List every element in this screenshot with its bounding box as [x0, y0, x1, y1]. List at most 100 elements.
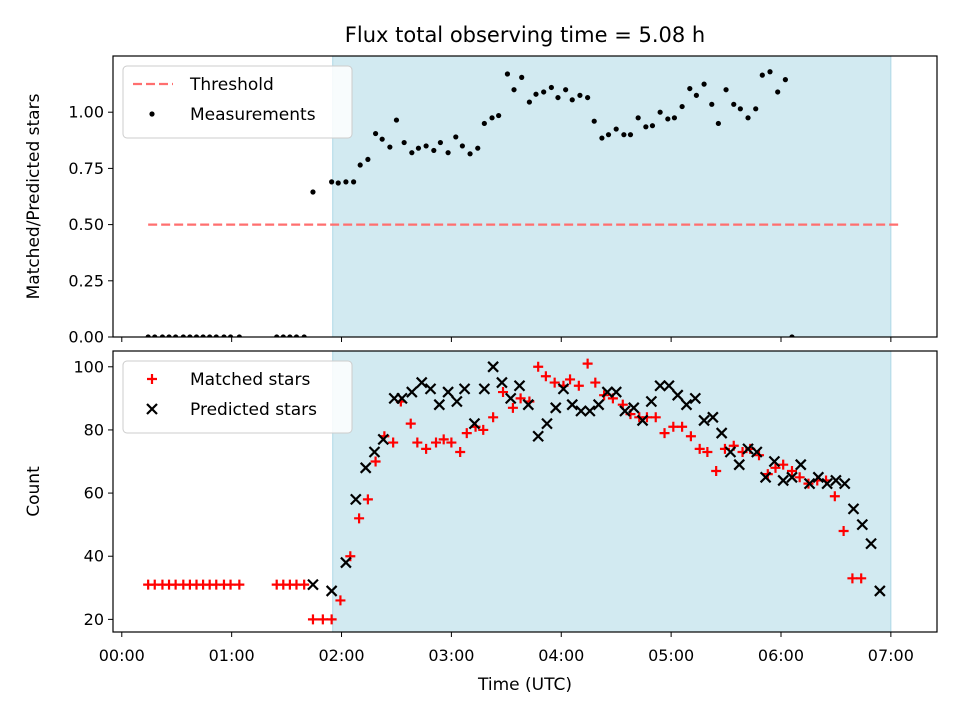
data-point: [515, 393, 526, 404]
y-tick-label: 100: [73, 357, 104, 376]
y-tick-label: 0.50: [68, 215, 104, 234]
data-point: [299, 579, 310, 590]
data-point: [715, 427, 728, 439]
data-point: [778, 459, 789, 470]
data-point: [221, 334, 227, 337]
data-point: [368, 446, 381, 458]
data-point: [335, 180, 341, 186]
data-point: [636, 414, 649, 427]
data-point: [489, 115, 495, 121]
observing-window-shade: [332, 350, 892, 633]
plot-area: [145, 69, 900, 337]
data-point: [478, 383, 491, 395]
data-point: [496, 376, 508, 389]
data-point: [445, 150, 451, 156]
data-point: [437, 139, 444, 146]
data-point: [723, 87, 729, 93]
data-point: [549, 377, 560, 388]
data-point: [709, 101, 715, 107]
legend-box: [122, 65, 353, 139]
data-point: [467, 151, 473, 157]
data-point: [519, 74, 525, 80]
data-point: [829, 491, 840, 502]
data-point: [433, 398, 446, 411]
data-point: [468, 417, 481, 430]
ratio-panel: 0.00 0.25 0.50 0.75 1.00 Matched/Predicted st…: [24, 55, 938, 347]
data-point: [405, 418, 416, 429]
data-point: [585, 94, 591, 101]
data-point: [377, 433, 390, 446]
data-point: [393, 117, 400, 123]
data-point: [777, 474, 789, 487]
data-point: [679, 103, 685, 110]
data-point: [351, 179, 357, 185]
data-point: [555, 94, 561, 101]
data-point: [782, 77, 788, 83]
data-point: [475, 145, 481, 151]
data-point: [388, 437, 399, 448]
data-point: [659, 428, 670, 439]
data-point: [650, 412, 661, 423]
data-point: [751, 446, 763, 458]
data-point: [541, 417, 553, 430]
data-point: [591, 118, 597, 124]
data-point: [533, 361, 544, 372]
data-point: [830, 474, 842, 487]
x-axis-label: Time (UTC): [477, 675, 572, 695]
data-point: [812, 471, 825, 484]
data-point: [461, 428, 472, 439]
data-point: [200, 334, 206, 337]
data-point: [671, 115, 678, 121]
data-point: [874, 585, 886, 597]
data-point: [343, 179, 349, 185]
data-point: [665, 116, 671, 122]
data-point: [293, 334, 300, 337]
data-point: [280, 334, 286, 337]
data-point: [446, 437, 457, 448]
data-point: [274, 334, 280, 337]
data-point: [362, 494, 373, 505]
data-point: [406, 386, 418, 398]
data-point: [438, 434, 449, 445]
data-point: [621, 132, 627, 138]
data-point: [533, 91, 539, 97]
data-point: [671, 389, 684, 401]
data-point: [775, 89, 781, 95]
data-point: [522, 398, 535, 411]
data-point: [193, 334, 200, 337]
data-point: [227, 334, 234, 337]
data-point: [412, 437, 423, 448]
data-point: [421, 443, 432, 454]
data-point: [365, 156, 371, 163]
data-point: [487, 361, 499, 373]
x-tick-label: 06:00: [758, 646, 804, 665]
data-point: [687, 85, 693, 92]
data-point: [759, 471, 772, 484]
data-point: [715, 120, 721, 127]
data-point: [601, 386, 614, 398]
data-point: [173, 334, 179, 337]
data-point: [513, 379, 526, 392]
data-point: [663, 379, 675, 392]
legend-swatch: [146, 403, 158, 415]
data-point: [498, 387, 509, 398]
data-point: [152, 334, 158, 337]
data-point: [540, 371, 551, 382]
data-point: [370, 456, 381, 467]
data-point: [409, 150, 415, 156]
data-point: [207, 334, 213, 337]
x-tick-label: 01:00: [209, 646, 255, 665]
legend-swatch: [147, 374, 157, 384]
data-point: [423, 143, 429, 149]
data-point: [145, 334, 151, 337]
data-point: [627, 402, 640, 414]
data-point: [613, 126, 619, 132]
data-point: [847, 503, 860, 515]
x-tick-label: 02:00: [318, 646, 364, 665]
x-tick-label: 03:00: [428, 646, 474, 665]
data-point: [335, 595, 346, 606]
data-point: [856, 573, 867, 584]
data-point: [326, 614, 337, 625]
data-point: [424, 383, 437, 395]
data-point: [599, 135, 605, 141]
